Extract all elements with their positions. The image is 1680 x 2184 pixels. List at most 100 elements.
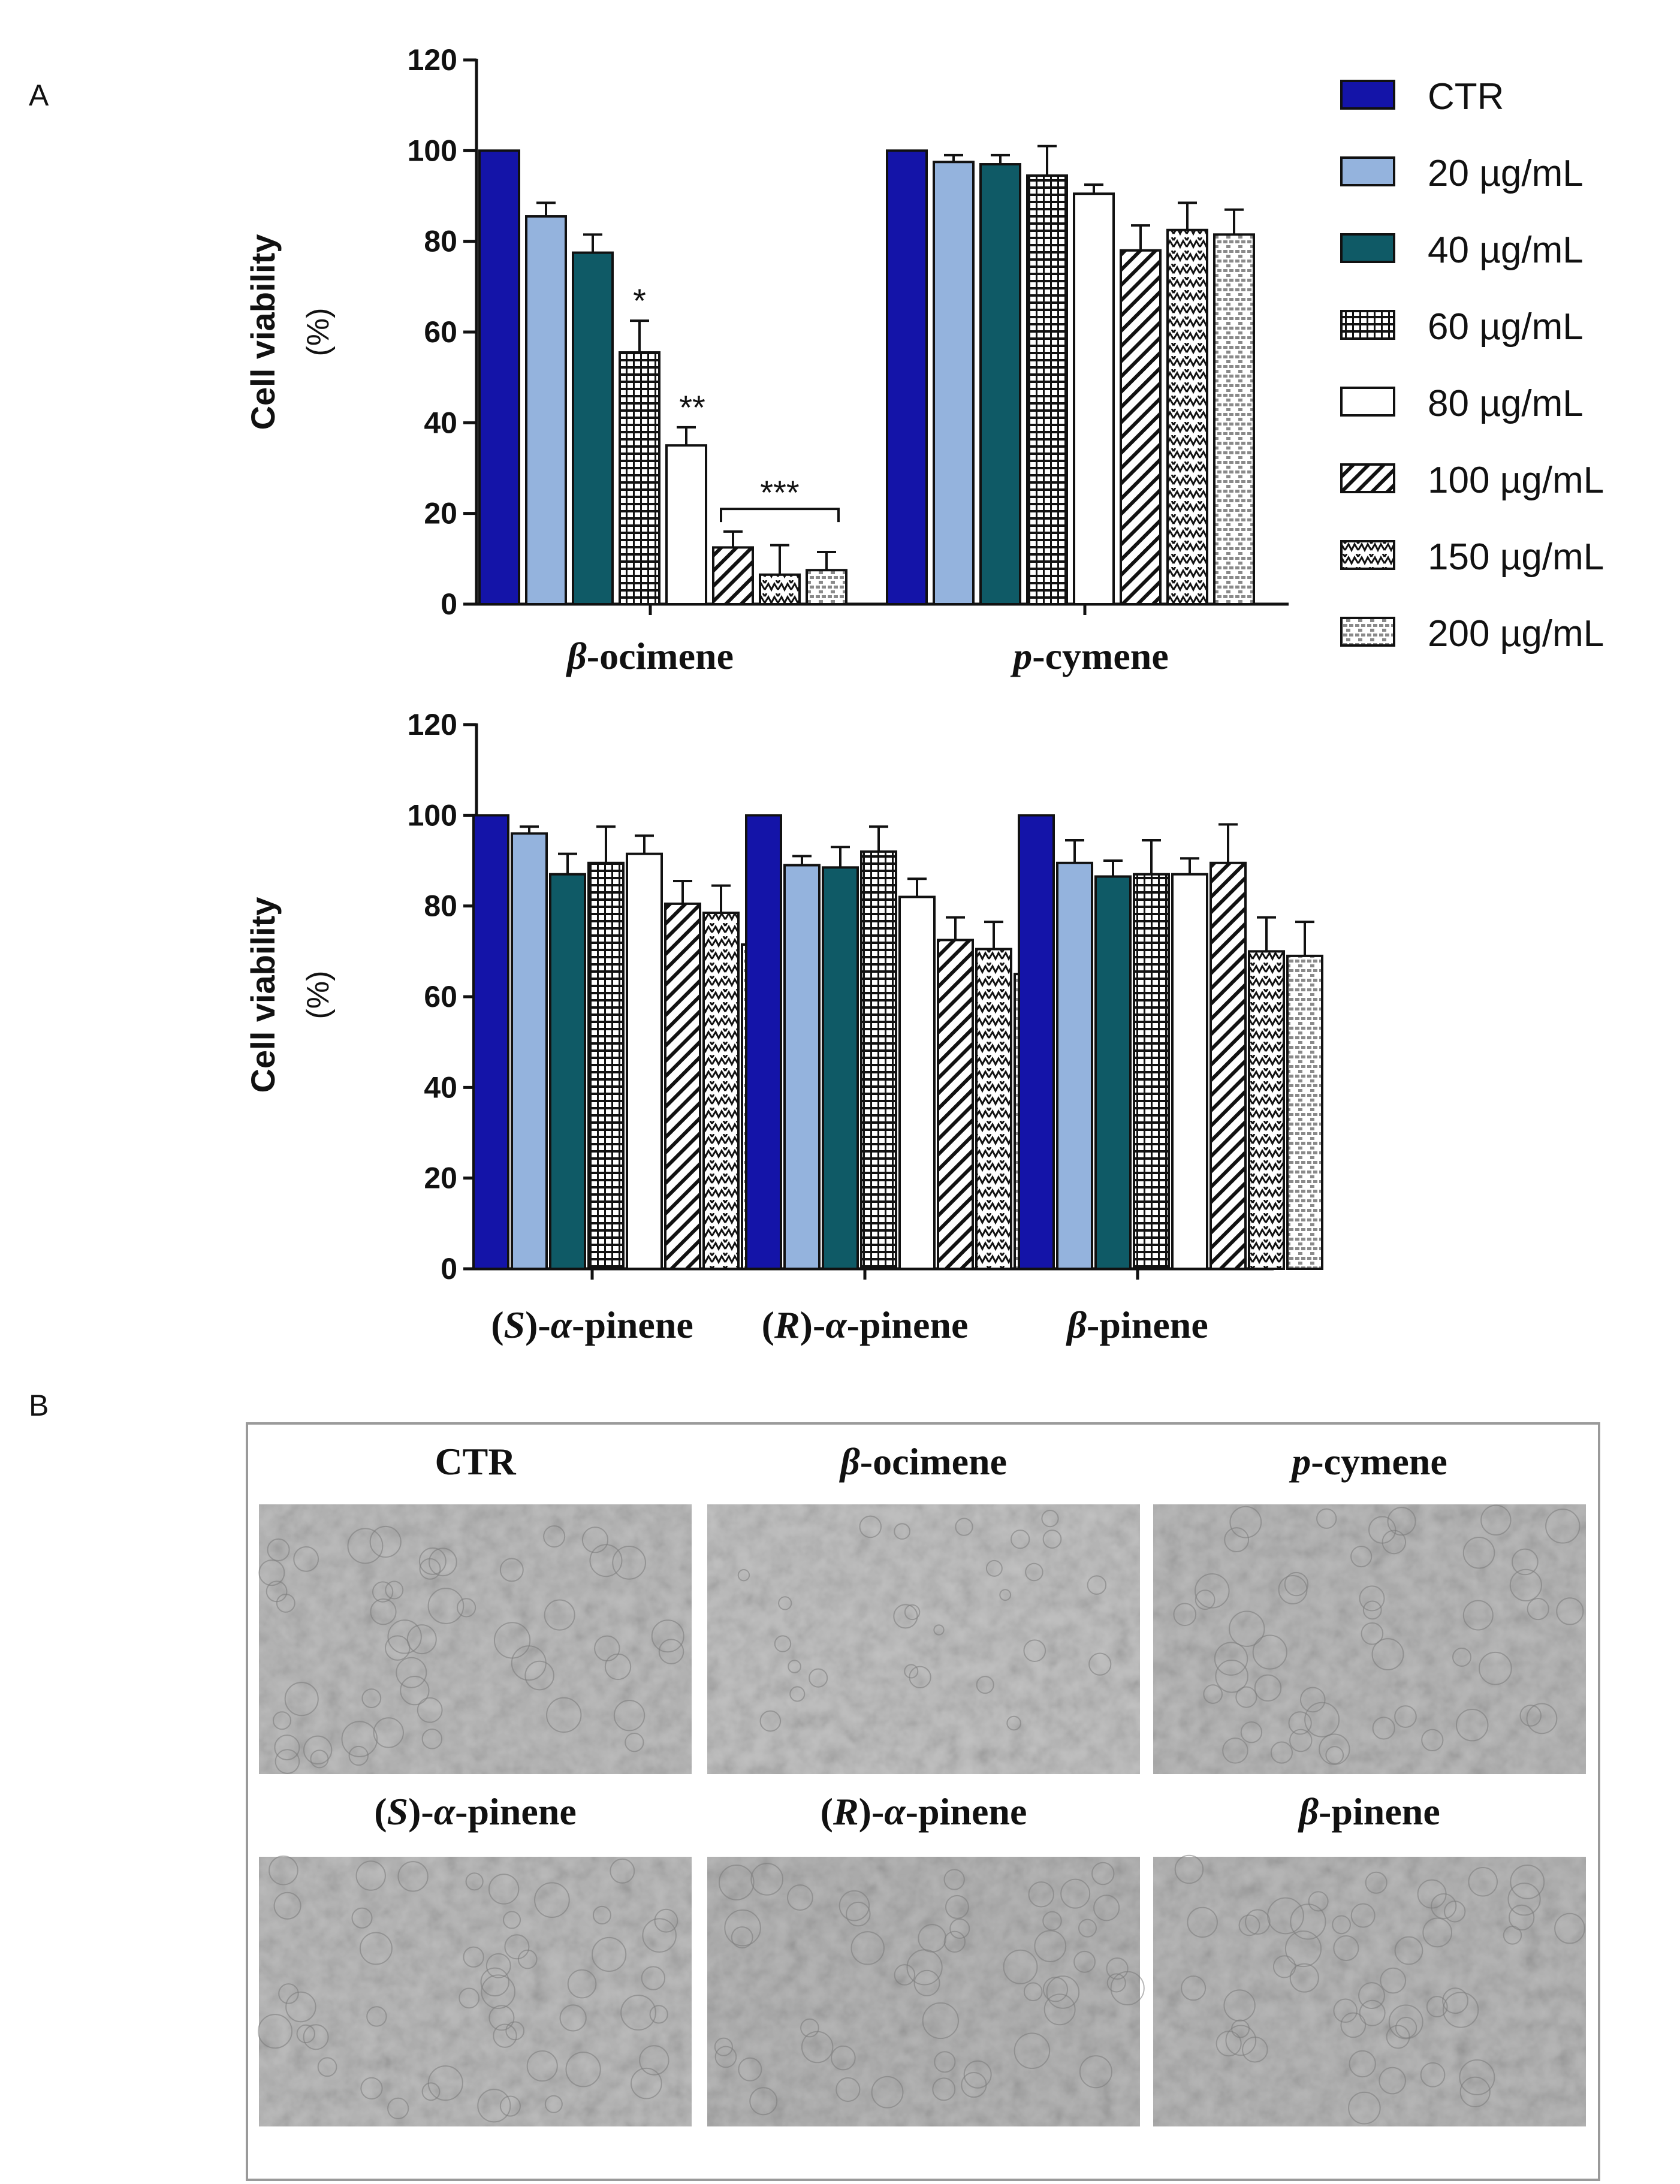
cell-outline (1333, 1935, 1359, 1962)
cell-outline (1455, 1708, 1489, 1742)
cell-outline (1088, 1652, 1112, 1676)
y-tick-label: 60 (424, 980, 457, 1013)
bar (1133, 873, 1170, 1270)
cell-outline (544, 2095, 563, 2113)
x-tick-label: β-pinene (1066, 1304, 1208, 1346)
cell-outline (347, 1528, 384, 1564)
bar (1018, 814, 1055, 1271)
cell-outline (1358, 1982, 1385, 2010)
y-tick-label: 100 (408, 134, 457, 167)
error-bar (583, 233, 602, 253)
cell-outline (999, 1589, 1012, 1601)
cell-outline (285, 1991, 316, 2023)
cell-outline (269, 1855, 298, 1886)
cell-outline (592, 1936, 627, 1972)
cell-outline (526, 2050, 558, 2082)
x-tick-label: (R)-α-pinene (762, 1304, 969, 1346)
cell-outline (1289, 1963, 1319, 1993)
cell-outline (1079, 2055, 1112, 2089)
micrograph-title: (R)-α-pinene (821, 1790, 1027, 1833)
cell-outline (714, 2046, 737, 2068)
y-tick-label: 0 (441, 1252, 457, 1286)
micrograph: β-ocimene (707, 1440, 1140, 1774)
micrograph-image (259, 1504, 692, 1774)
cell-outline (922, 2002, 959, 2040)
cell-outline (387, 2097, 409, 2120)
cell-outline (429, 1547, 457, 1577)
panel-letter-b: B (29, 1389, 49, 1422)
micrograph-image (707, 1504, 1140, 1774)
cell-outline (642, 1918, 677, 1953)
cell-outline (850, 1931, 885, 1965)
cell-outline (1348, 2091, 1381, 2125)
bar (525, 215, 567, 605)
error-bar (817, 550, 836, 571)
y-tick-label: 100 (408, 798, 457, 832)
cell-outline (546, 1697, 582, 1733)
cell-outline (427, 1588, 465, 1624)
bar (886, 149, 928, 606)
cell-outline (1350, 1903, 1376, 1928)
error-bar (723, 530, 743, 548)
cell-outline (894, 1523, 910, 1540)
cell-outline (1223, 1989, 1256, 2022)
legend-swatch (1340, 80, 1395, 110)
cell-outline (1225, 2025, 1257, 2056)
legend-label: 200 µg/mL (1428, 613, 1604, 654)
cell-outline (406, 1624, 437, 1655)
error-bar (635, 834, 654, 854)
cell-outline (459, 1987, 480, 2009)
cell-outline (488, 2005, 515, 2031)
cell-outline (456, 1598, 476, 1618)
significance-triple-star: *** (760, 473, 799, 511)
micrograph-image (259, 1857, 692, 2126)
error-bar (1295, 921, 1314, 956)
cell-outline (1365, 1871, 1388, 1894)
cell-outline (1187, 1907, 1218, 1938)
cell-outline (465, 1872, 484, 1891)
cell-outline (1372, 1717, 1395, 1740)
bar-group: β-pinene (1018, 814, 1323, 1346)
bar (979, 163, 1021, 605)
cell-outline (1023, 1982, 1043, 2002)
cell-outline (1509, 1904, 1535, 1931)
cell-outline (1106, 1957, 1129, 1980)
legend-item: CTR (1340, 76, 1504, 117)
cell-outline (348, 1745, 369, 1766)
cell-outline (1028, 1881, 1054, 1908)
bar (745, 814, 782, 1271)
significance-bracket (720, 508, 840, 523)
bar (712, 546, 754, 606)
cell-outline (613, 1700, 646, 1731)
bar (1248, 950, 1285, 1271)
bar (937, 939, 974, 1270)
cell-outline (788, 1660, 801, 1673)
cell-outline (397, 1861, 429, 1892)
cell-outline (385, 1635, 411, 1661)
cell-outline (831, 2045, 856, 2071)
cell-outline (1319, 1733, 1350, 1765)
y-axis-label: Cell viability (244, 234, 282, 430)
cell-outline (1195, 1573, 1230, 1609)
cell-outline (1235, 1686, 1257, 1708)
cell-outline (1174, 1854, 1204, 1884)
bar (933, 161, 975, 605)
cell-outline (943, 1930, 966, 1953)
bar (860, 850, 897, 1271)
cell-outline (427, 2065, 463, 2101)
x-tick-label: p-cymene (1010, 635, 1168, 677)
bar (898, 895, 936, 1270)
cell-outline (1394, 1936, 1423, 1965)
cell-outline (493, 2023, 517, 2048)
cell-outline (421, 1729, 443, 1749)
cell-outline (1270, 1741, 1293, 1764)
error-bar (1180, 857, 1199, 874)
cell-outline (359, 1932, 393, 1965)
y-tick-label: 120 (408, 708, 457, 741)
y-tick-label: 20 (424, 1162, 457, 1195)
cell-outline (1181, 1975, 1207, 2001)
cell-outline (369, 1525, 402, 1558)
cell-outline (1444, 1901, 1466, 1923)
cell-outline (387, 1619, 422, 1654)
